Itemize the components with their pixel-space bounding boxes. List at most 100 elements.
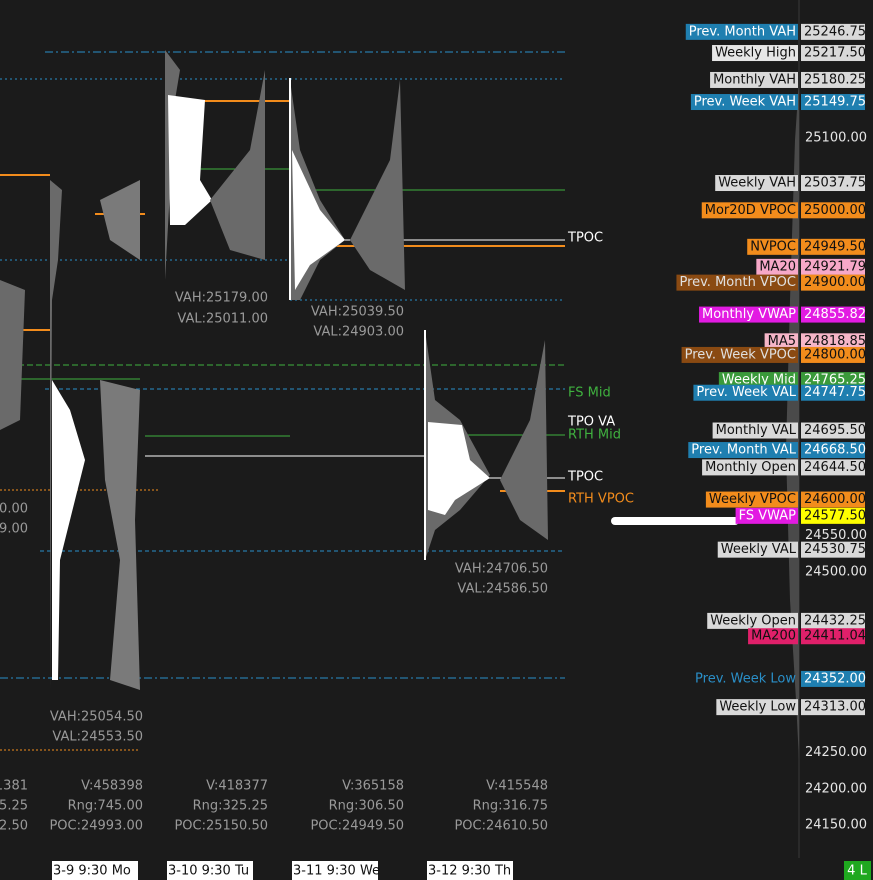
level-price-bg xyxy=(801,442,865,459)
level-name: Prev. Month VAL xyxy=(691,443,796,458)
level-name-bg xyxy=(701,202,798,219)
level-name-bg xyxy=(735,507,798,524)
level-name: MA5 xyxy=(768,334,796,349)
level-name-bg xyxy=(756,258,798,275)
level-name: Weekly Low xyxy=(719,700,796,715)
profile xyxy=(0,280,25,430)
level-price: 25037.75 xyxy=(804,176,866,191)
dynamic-layer: 25100.00 24550.00 24500.00 24250.00 24200.00… xyxy=(0,23,871,880)
level-price-bg xyxy=(801,384,865,401)
annotation: RTH Mid xyxy=(568,428,621,443)
date-label: 3-10 9:30 Tu xyxy=(168,864,249,879)
profile xyxy=(210,70,265,260)
level-name-bg xyxy=(693,384,798,401)
level-name: Weekly Mid xyxy=(722,373,796,388)
level-name: Weekly VAL xyxy=(721,542,797,557)
date-label-bg xyxy=(52,861,138,880)
level-name-bg xyxy=(712,422,798,439)
level-name: Monthly VAH xyxy=(713,72,796,87)
profile xyxy=(50,180,62,690)
level-price-bg xyxy=(801,274,865,291)
level-price: 25000.00 xyxy=(804,203,866,218)
value-area-high: VAH:25179.00 xyxy=(175,291,268,306)
session-volume: V:418377 xyxy=(206,779,268,794)
price-tick-label: 24550.00 xyxy=(805,528,867,543)
level-price-bg xyxy=(801,238,865,255)
level-price-bg xyxy=(801,422,865,439)
level-price: 24644.50 xyxy=(804,460,866,475)
level-name: Weekly Open xyxy=(710,613,796,628)
level-name: Monthly Open xyxy=(705,460,796,475)
level-name: Monthly VWAP xyxy=(702,307,796,322)
profile xyxy=(52,380,85,680)
level-price: 24921.79 xyxy=(804,259,866,274)
partial-session-text: 1381 xyxy=(0,779,28,794)
level-price-bg xyxy=(801,491,865,508)
date-label: 3-11 9:30 We xyxy=(293,864,380,879)
partial-session-text: 09.00 xyxy=(0,522,28,537)
level-name-bg xyxy=(685,23,798,40)
level-name: Weekly VPOC xyxy=(709,492,796,507)
session-range: Rng:325.25 xyxy=(193,799,268,814)
level-name-bg xyxy=(690,94,798,111)
level-price: 24765.25 xyxy=(804,373,866,388)
level-name-bg xyxy=(718,372,798,389)
annotation: TPOC xyxy=(567,470,603,485)
level-name: Mor20D VPOC xyxy=(705,203,796,218)
level-price-bg xyxy=(801,507,865,524)
level-price-bg xyxy=(801,45,865,62)
level-price: 24411.04 xyxy=(804,629,866,644)
level-name-bg xyxy=(716,699,798,716)
level-price-bg xyxy=(801,670,865,687)
level-price: 24668.50 xyxy=(804,443,866,458)
level-name: Prev. Week VAH xyxy=(694,95,796,110)
date-label: 3-12 9:30 Th xyxy=(428,864,511,879)
level-price: 24313.00 xyxy=(804,700,866,715)
level-price-bg xyxy=(801,202,865,219)
level-price-bg xyxy=(801,541,865,558)
level-name: Monthly VAL xyxy=(716,423,797,438)
level-name-bg xyxy=(747,238,798,255)
level-name-bg xyxy=(764,333,798,350)
value-area-high: VAH:25039.50 xyxy=(311,305,404,320)
level-name-bg xyxy=(707,612,798,629)
profile xyxy=(292,150,345,290)
level-price: 25246.75 xyxy=(804,24,866,39)
session-volume: V:458398 xyxy=(81,779,143,794)
session-volume: V:365158 xyxy=(342,779,404,794)
level-price-bg xyxy=(801,372,865,389)
level-price-bg xyxy=(801,346,865,363)
level-price-bg xyxy=(801,175,865,192)
level-price-bg xyxy=(801,459,865,476)
level-name: Prev. Week VPOC xyxy=(685,347,796,362)
level-name: Prev. Week VAL xyxy=(696,385,796,400)
partial-session-text: 52.50 xyxy=(0,819,28,834)
status-badge: 4 L xyxy=(847,864,867,879)
level-name-bg xyxy=(681,346,798,363)
level-name-bg xyxy=(699,306,798,323)
level-price: 24530.75 xyxy=(804,542,866,557)
level-name: Prev. Month VPOC xyxy=(679,275,796,290)
level-price: 24818.85 xyxy=(804,334,866,349)
level-name: NVPOC xyxy=(750,239,796,254)
level-name-bg xyxy=(715,175,798,192)
value-area-low: VAL:25011.00 xyxy=(177,312,268,327)
level-price-bg xyxy=(801,71,865,88)
level-name-bg xyxy=(717,541,798,558)
level-price: 24747.75 xyxy=(804,385,866,400)
annotation: TPOC xyxy=(567,231,603,246)
value-area-low: VAL:24586.50 xyxy=(457,582,548,597)
tpo-profiles xyxy=(0,50,548,690)
session-range: Rng:316.75 xyxy=(473,799,548,814)
session-range: Rng:306.50 xyxy=(329,799,404,814)
value-area-low: VAL:24553.50 xyxy=(52,730,143,745)
level-price-bg xyxy=(801,306,865,323)
session-range: Rng:745.00 xyxy=(68,799,143,814)
level-price: 24352.00 xyxy=(804,671,866,686)
price-tick-label: 25100.00 xyxy=(805,131,867,146)
level-name: MA200 xyxy=(751,629,796,644)
profile xyxy=(100,380,140,690)
annotation: FS Mid xyxy=(568,386,611,401)
level-price-bg xyxy=(801,333,865,350)
